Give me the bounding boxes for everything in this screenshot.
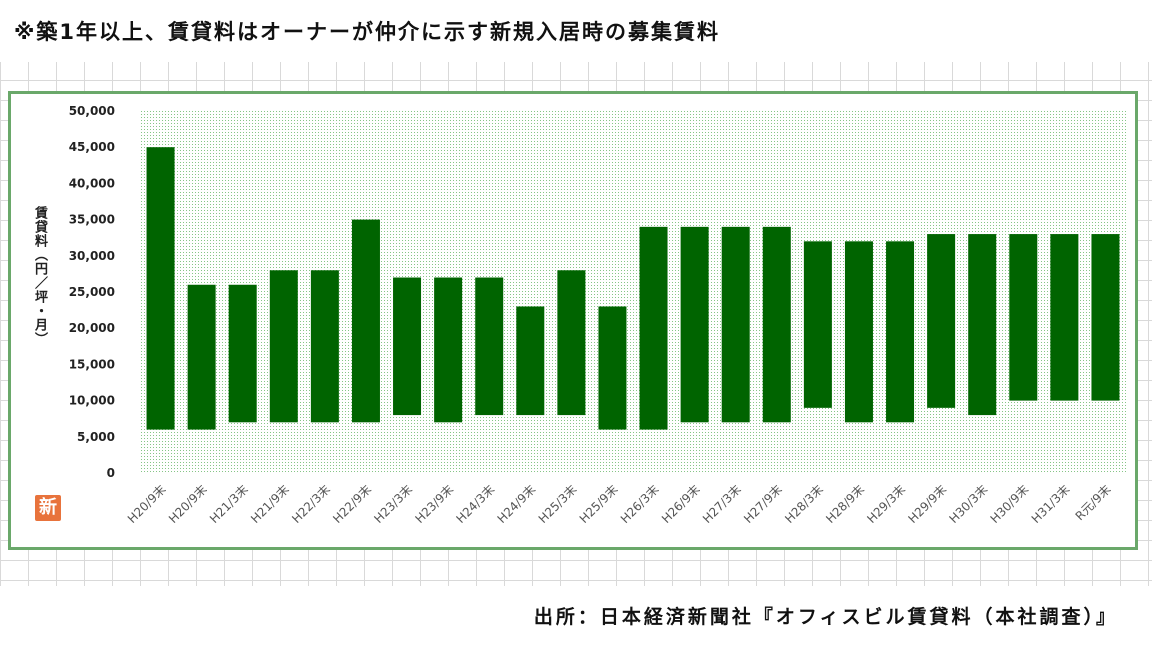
- x-tick-label: H30/9末: [988, 482, 1032, 526]
- x-tick-label: H26/3末: [618, 482, 662, 526]
- x-tick-label: H23/9末: [412, 482, 456, 526]
- y-tick-label: 5,000: [77, 430, 115, 444]
- y-tick-label: 10,000: [69, 394, 115, 408]
- y-axis-title: 賃貸料（円／坪・月）: [32, 206, 47, 346]
- x-tick-label: H23/3末: [371, 482, 415, 526]
- newspaper-logo-icon: 新: [35, 495, 61, 521]
- bar: [598, 306, 627, 430]
- y-tick-label: 40,000: [69, 176, 115, 190]
- plot-area: [140, 111, 1126, 473]
- x-tick-label: H21/3末: [207, 482, 251, 526]
- y-tick-label: 45,000: [69, 140, 115, 154]
- bar: [393, 277, 422, 416]
- x-tick-label: H27/9末: [741, 482, 785, 526]
- x-tick-label: H24/3末: [454, 482, 498, 526]
- bar: [434, 277, 463, 423]
- x-tick-label: H22/9末: [330, 482, 374, 526]
- x-tick-label: H25/9末: [577, 482, 621, 526]
- chart-note: ※築1年以上、賃貸料はオーナーが仲介に示す新規入居時の募集賃料: [14, 20, 721, 44]
- bar: [1009, 234, 1038, 401]
- x-tick-label: H22/3末: [289, 482, 333, 526]
- x-tick-label: R元/9末: [1073, 482, 1114, 523]
- bar: [269, 270, 298, 423]
- x-tick-label: H28/9末: [823, 482, 867, 526]
- x-tick-label: H26/9末: [659, 482, 703, 526]
- bar: [516, 306, 545, 416]
- header-band: ※築1年以上、賃貸料はオーナーが仲介に示す新規入居時の募集賃料: [0, 0, 1152, 62]
- y-tick-label: 35,000: [69, 213, 115, 227]
- bar: [228, 284, 257, 423]
- y-tick-label: 20,000: [69, 321, 115, 335]
- x-tick-label: H20/9末: [166, 482, 210, 526]
- bar: [557, 270, 586, 416]
- x-tick-label: H29/3末: [864, 482, 908, 526]
- y-tick-label: 0: [107, 466, 115, 480]
- x-tick-label: H30/3末: [947, 482, 991, 526]
- x-tick-label: H29/9末: [905, 482, 949, 526]
- bar: [844, 241, 873, 423]
- bar: [310, 270, 339, 423]
- bar: [927, 234, 956, 408]
- x-tick-label: H28/3末: [782, 482, 826, 526]
- bar: [146, 147, 175, 430]
- bar: [886, 241, 915, 423]
- bar: [721, 226, 750, 423]
- x-tick-label: H21/9末: [248, 482, 292, 526]
- source-credit: 出所：日本経済新聞社『オフィスビル賃貸料（本社調査）』: [533, 606, 1118, 628]
- bar: [475, 277, 504, 416]
- y-tick-label: 30,000: [69, 249, 115, 263]
- x-tick-label: H31/3末: [1029, 482, 1073, 526]
- y-tick-label: 15,000: [69, 357, 115, 371]
- bar: [351, 219, 380, 423]
- bar: [1091, 234, 1120, 401]
- bar: [639, 226, 668, 430]
- x-tick-label: H27/3末: [700, 482, 744, 526]
- x-tick-label: H20/9末: [125, 482, 169, 526]
- y-tick-label: 50,000: [69, 104, 115, 118]
- bar: [803, 241, 832, 408]
- y-tick-label: 25,000: [69, 285, 115, 299]
- bar: [1050, 234, 1079, 401]
- footer-band: [0, 586, 1152, 648]
- x-tick-label: H25/3末: [536, 482, 580, 526]
- bar: [187, 284, 216, 430]
- x-tick-label: H24/9末: [495, 482, 539, 526]
- bar: [762, 226, 791, 423]
- bar: [968, 234, 997, 416]
- bar: [680, 226, 709, 423]
